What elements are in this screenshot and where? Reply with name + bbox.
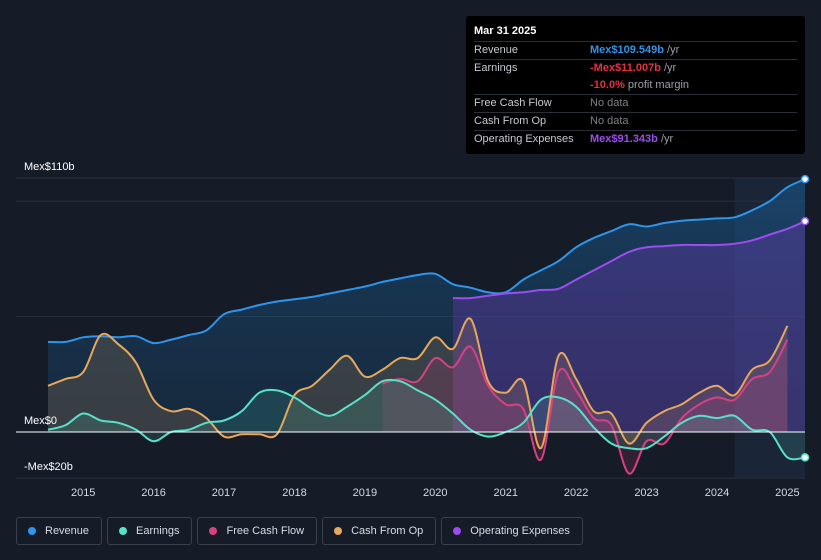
tooltip-row-fcf: Free Cash Flow No data — [474, 94, 797, 112]
tooltip-date: Mar 31 2025 — [474, 25, 537, 37]
tooltip-label: Cash From Op — [474, 115, 547, 127]
revenue-area — [48, 179, 805, 432]
legend-item-cash-from-op[interactable]: Cash From Op — [322, 517, 437, 545]
x-tick-label: 2020 — [423, 487, 447, 499]
tooltip-value: Mex$91.343b — [590, 133, 658, 145]
legend-dot-icon — [334, 527, 343, 535]
cash-from-op-line — [47, 317, 789, 450]
cash-from-op-area — [48, 318, 788, 449]
legend-label: Earnings — [136, 525, 180, 537]
x-tick-label: 2023 — [634, 487, 658, 499]
tooltip-value: -Mex$11.007b — [590, 62, 661, 74]
tooltip-unit: /yr — [664, 44, 680, 56]
legend-dot-icon — [453, 527, 462, 535]
legend-item-earnings[interactable]: Earnings — [107, 517, 193, 545]
tooltip-row-earnings: Earnings -Mex$11.007b /yr — [474, 59, 797, 77]
x-tick-label: 2015 — [71, 487, 95, 499]
x-tick-label: 2024 — [705, 487, 729, 499]
tooltip-unit: profit margin — [624, 79, 690, 91]
y-label-top: Mex$110b — [24, 161, 75, 173]
operating-expenses-area — [452, 221, 805, 432]
legend-label: Revenue — [45, 525, 90, 537]
tooltip-value: Mex$109.549b — [590, 44, 664, 56]
tooltip-row-revenue: Revenue Mex$109.549b /yr — [474, 41, 797, 59]
tooltip-label: Earnings — [474, 62, 518, 74]
tooltip-label — [474, 77, 590, 94]
legend-dot-icon — [119, 527, 128, 535]
free-cash-flow-line — [382, 339, 789, 475]
tooltip-label: Revenue — [474, 44, 519, 56]
tooltip-value: No data — [590, 97, 629, 109]
tooltip-value: -10.0% — [590, 79, 625, 91]
y-label-bottom: -Mex$20b — [24, 461, 73, 473]
x-tick-label: 2018 — [282, 487, 306, 499]
legend-label: Cash From Op — [351, 525, 424, 537]
tooltip-label: Operating Expenses — [474, 133, 574, 145]
legend: Revenue Earnings Free Cash Flow Cash Fro… — [16, 517, 583, 545]
legend-item-operating-expenses[interactable]: Operating Expenses — [441, 517, 583, 545]
x-tick-label: 2022 — [564, 487, 588, 499]
x-tick-label: 2019 — [353, 487, 377, 499]
tooltip-value: No data — [590, 115, 629, 127]
legend-item-free-cash-flow[interactable]: Free Cash Flow — [197, 517, 318, 545]
tooltip-row-margin: -10.0% profit margin — [474, 77, 797, 94]
tooltip: Mar 31 2025 Revenue Mex$109.549b /yr Ear… — [466, 16, 805, 154]
x-tick-label: 2021 — [493, 487, 517, 499]
y-label-zero: Mex$0 — [24, 415, 57, 427]
tooltip-row-cfo: Cash From Op No data — [474, 112, 797, 130]
tooltip-row-opex: Operating Expenses Mex$91.343b /yr — [474, 130, 797, 148]
legend-dot-icon — [209, 527, 218, 535]
legend-label: Operating Expenses — [470, 525, 570, 537]
x-tick-label: 2025 — [775, 487, 799, 499]
x-tick-label: 2017 — [212, 487, 236, 499]
tooltip-label: Free Cash Flow — [474, 97, 552, 109]
revenue-line — [47, 178, 806, 345]
operating-expenses-line — [452, 220, 806, 300]
tooltip-unit: /yr — [657, 133, 674, 145]
earnings-end-marker — [800, 453, 810, 462]
legend-item-revenue[interactable]: Revenue — [16, 517, 103, 545]
legend-dot-icon — [28, 527, 36, 535]
tooltip-unit: /yr — [660, 62, 677, 74]
legend-label: Free Cash Flow — [226, 525, 305, 537]
revenue-end-marker — [800, 174, 810, 184]
x-tick-label: 2016 — [141, 487, 165, 499]
operating-expenses-end-marker — [800, 216, 810, 226]
